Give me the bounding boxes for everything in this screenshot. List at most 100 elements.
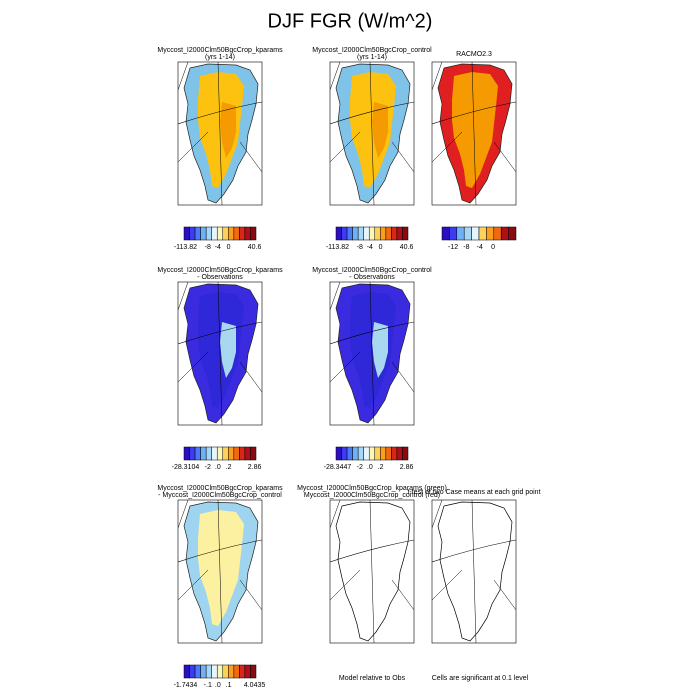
colorbar-box bbox=[346, 226, 353, 241]
colorbar-label: 0 bbox=[227, 244, 231, 251]
map-frame bbox=[431, 499, 517, 644]
land-core bbox=[372, 102, 388, 158]
graticule bbox=[432, 101, 516, 125]
colorbar-box bbox=[368, 446, 376, 461]
colorbar-box bbox=[363, 446, 370, 461]
colorbar-label: -4 bbox=[215, 244, 221, 251]
colorbar-label: 40.6 bbox=[248, 244, 262, 251]
map-frame bbox=[329, 281, 415, 426]
map-frame bbox=[177, 499, 263, 644]
colorbar-box bbox=[402, 446, 409, 461]
colorbar-label: -28.3447 bbox=[324, 464, 352, 471]
colorbar-box bbox=[183, 664, 190, 679]
colorbar-box bbox=[194, 664, 201, 679]
graticule bbox=[178, 282, 262, 425]
colorbar-box bbox=[341, 446, 348, 461]
colorbar-box bbox=[222, 446, 229, 461]
graticule bbox=[178, 321, 262, 345]
colorbar-box bbox=[228, 226, 235, 241]
colorbar-box bbox=[352, 226, 359, 241]
panel-title: - Observations bbox=[197, 274, 243, 281]
colorbar-box bbox=[233, 226, 240, 241]
graticule bbox=[330, 101, 414, 125]
panel-title: - Myccost_I2000Clm50BgcCrop_control bbox=[158, 492, 282, 499]
colorbar-box bbox=[396, 446, 403, 461]
colorbar-box bbox=[233, 446, 240, 461]
colorbar-box bbox=[205, 446, 212, 461]
map-panel bbox=[177, 61, 263, 206]
panel-title: (yrs 1-14) bbox=[357, 54, 387, 61]
land-edge bbox=[335, 501, 411, 642]
graticule bbox=[178, 62, 262, 205]
graticule bbox=[432, 539, 516, 563]
colorbar-label: -8 bbox=[463, 244, 469, 251]
colorbar-label: .1 bbox=[226, 682, 232, 689]
colorbar-box bbox=[216, 226, 224, 241]
colorbar-label: .2 bbox=[378, 464, 384, 471]
colorbar-box bbox=[233, 664, 240, 679]
panel-title: Myccost_I2000Clm50BgcCrop_control (red) bbox=[304, 492, 440, 499]
colorbar-box bbox=[374, 446, 381, 461]
colorbar-label: -113.82 bbox=[174, 244, 197, 251]
colorbar-box bbox=[335, 226, 342, 241]
colorbar-box bbox=[357, 226, 364, 241]
colorbar-label: -113.82 bbox=[326, 244, 349, 251]
colorbar-box bbox=[222, 226, 229, 241]
colorbar-box bbox=[508, 226, 517, 241]
colorbar-box bbox=[341, 226, 348, 241]
map-panel bbox=[431, 61, 517, 206]
colorbar-box bbox=[478, 226, 487, 241]
colorbar-label: 0 bbox=[379, 244, 383, 251]
map-frame bbox=[177, 281, 263, 426]
colorbar-box bbox=[250, 664, 257, 679]
panel-title: RACMO2.3 bbox=[456, 51, 492, 58]
colorbar-label: 2.86 bbox=[400, 464, 414, 471]
colorbar-box bbox=[250, 446, 257, 461]
colorbar-box bbox=[500, 226, 509, 241]
colorbar-box bbox=[200, 226, 207, 241]
land-core bbox=[220, 322, 236, 378]
colorbar-box bbox=[239, 446, 246, 461]
colorbar-label: .0 bbox=[367, 464, 373, 471]
colorbar-box bbox=[189, 446, 196, 461]
panel-title: Myccost_I2000Clm50BgcCrop_control bbox=[312, 267, 432, 274]
map bbox=[330, 500, 414, 643]
colorbar-box bbox=[228, 664, 235, 679]
map-frame bbox=[329, 499, 415, 644]
panel-title: - Observations bbox=[349, 274, 395, 281]
map bbox=[330, 62, 414, 205]
colorbar-box bbox=[194, 226, 201, 241]
graticule bbox=[432, 62, 516, 205]
colorbar-box bbox=[441, 226, 450, 241]
map-panel bbox=[431, 499, 517, 644]
footnote: Cells are significant at 0.1 level bbox=[432, 675, 529, 682]
colorbar-label: -28.3104 bbox=[172, 464, 200, 471]
map bbox=[432, 500, 516, 643]
graticule bbox=[178, 539, 262, 563]
colorbar-box bbox=[200, 446, 207, 461]
colorbar-label: .0 bbox=[215, 464, 221, 471]
colorbar-box bbox=[368, 226, 376, 241]
colorbar-box bbox=[396, 226, 403, 241]
colorbar-box bbox=[456, 226, 465, 241]
colorbar-label: -8 bbox=[357, 244, 363, 251]
map bbox=[432, 62, 516, 205]
colorbar-box bbox=[335, 446, 342, 461]
map-frame bbox=[431, 61, 517, 206]
colorbar-box bbox=[346, 446, 353, 461]
colorbar-box bbox=[357, 446, 364, 461]
colorbar-box bbox=[205, 226, 212, 241]
colorbar-box bbox=[216, 664, 224, 679]
colorbar-box bbox=[239, 664, 246, 679]
colorbar-box bbox=[463, 226, 472, 241]
map-panel bbox=[329, 499, 415, 644]
colorbar-box bbox=[385, 446, 392, 461]
colorbar-label: -2 bbox=[357, 464, 363, 471]
colorbar-box bbox=[205, 664, 212, 679]
colorbar-box bbox=[183, 226, 190, 241]
colorbar-box bbox=[222, 664, 229, 679]
colorbar-box bbox=[189, 664, 196, 679]
colorbar-box bbox=[200, 664, 207, 679]
map bbox=[178, 500, 262, 643]
colorbar-box bbox=[380, 446, 387, 461]
